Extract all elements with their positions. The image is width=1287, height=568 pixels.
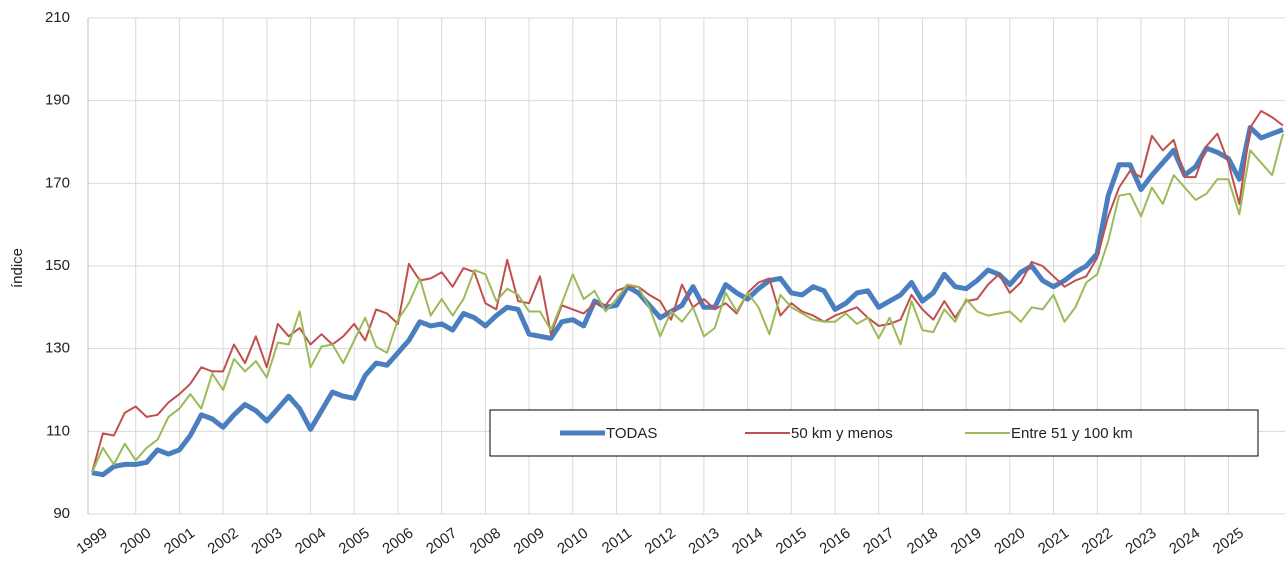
x-tick-label: 2010	[554, 525, 591, 558]
x-tick-label: 2021	[1035, 525, 1072, 558]
x-tick-label: 2012	[642, 525, 679, 558]
data-line	[91, 133, 1284, 474]
legend-label: TODAS	[606, 425, 657, 442]
x-tick-label: 2025	[1210, 525, 1247, 558]
x-tick-label: 2016	[816, 525, 853, 558]
x-tick-label: 2005	[336, 525, 373, 558]
x-tick-label: 2006	[379, 525, 416, 558]
y-tick-label: 170	[45, 174, 70, 191]
y-tick-label: 90	[53, 505, 70, 522]
x-tick-label: 2020	[991, 525, 1028, 558]
y-tick-label: 190	[45, 92, 70, 109]
y-tick-label: 150	[45, 257, 70, 274]
x-tick-label: 2018	[904, 525, 941, 558]
x-tick-label: 2022	[1079, 525, 1116, 558]
data-line	[91, 110, 1284, 473]
x-tick-label: 2007	[423, 525, 460, 558]
x-tick-label: 2001	[161, 525, 198, 558]
x-tick-label: 2003	[248, 525, 285, 558]
x-tick-label: 2013	[685, 525, 722, 558]
x-tick-label: 2019	[948, 525, 985, 558]
y-tick-label: 110	[46, 422, 70, 439]
x-tick-label: 2023	[1122, 525, 1159, 558]
y-tick-label: 130	[45, 340, 70, 357]
legend-label: Entre 51 y 100 km	[1011, 425, 1133, 442]
x-tick-label: 2024	[1166, 525, 1203, 558]
y-axis-label: índice	[9, 248, 26, 288]
x-tick-label: 2014	[729, 525, 766, 558]
x-tick-label: 2017	[860, 525, 897, 558]
x-tick-label: 2000	[117, 525, 154, 558]
y-tick-label: 210	[45, 9, 70, 26]
x-tick-label: 2009	[511, 525, 548, 558]
legend-label: 50 km y menos	[791, 425, 893, 442]
x-tick-label: 2011	[599, 525, 635, 557]
x-tick-label: 2002	[205, 525, 242, 558]
x-tick-label: 2004	[292, 525, 329, 558]
x-tick-label: 2015	[773, 525, 810, 558]
legend-box	[489, 409, 1259, 457]
x-tick-label: 1999	[73, 525, 110, 558]
x-tick-label: 2008	[467, 525, 504, 558]
